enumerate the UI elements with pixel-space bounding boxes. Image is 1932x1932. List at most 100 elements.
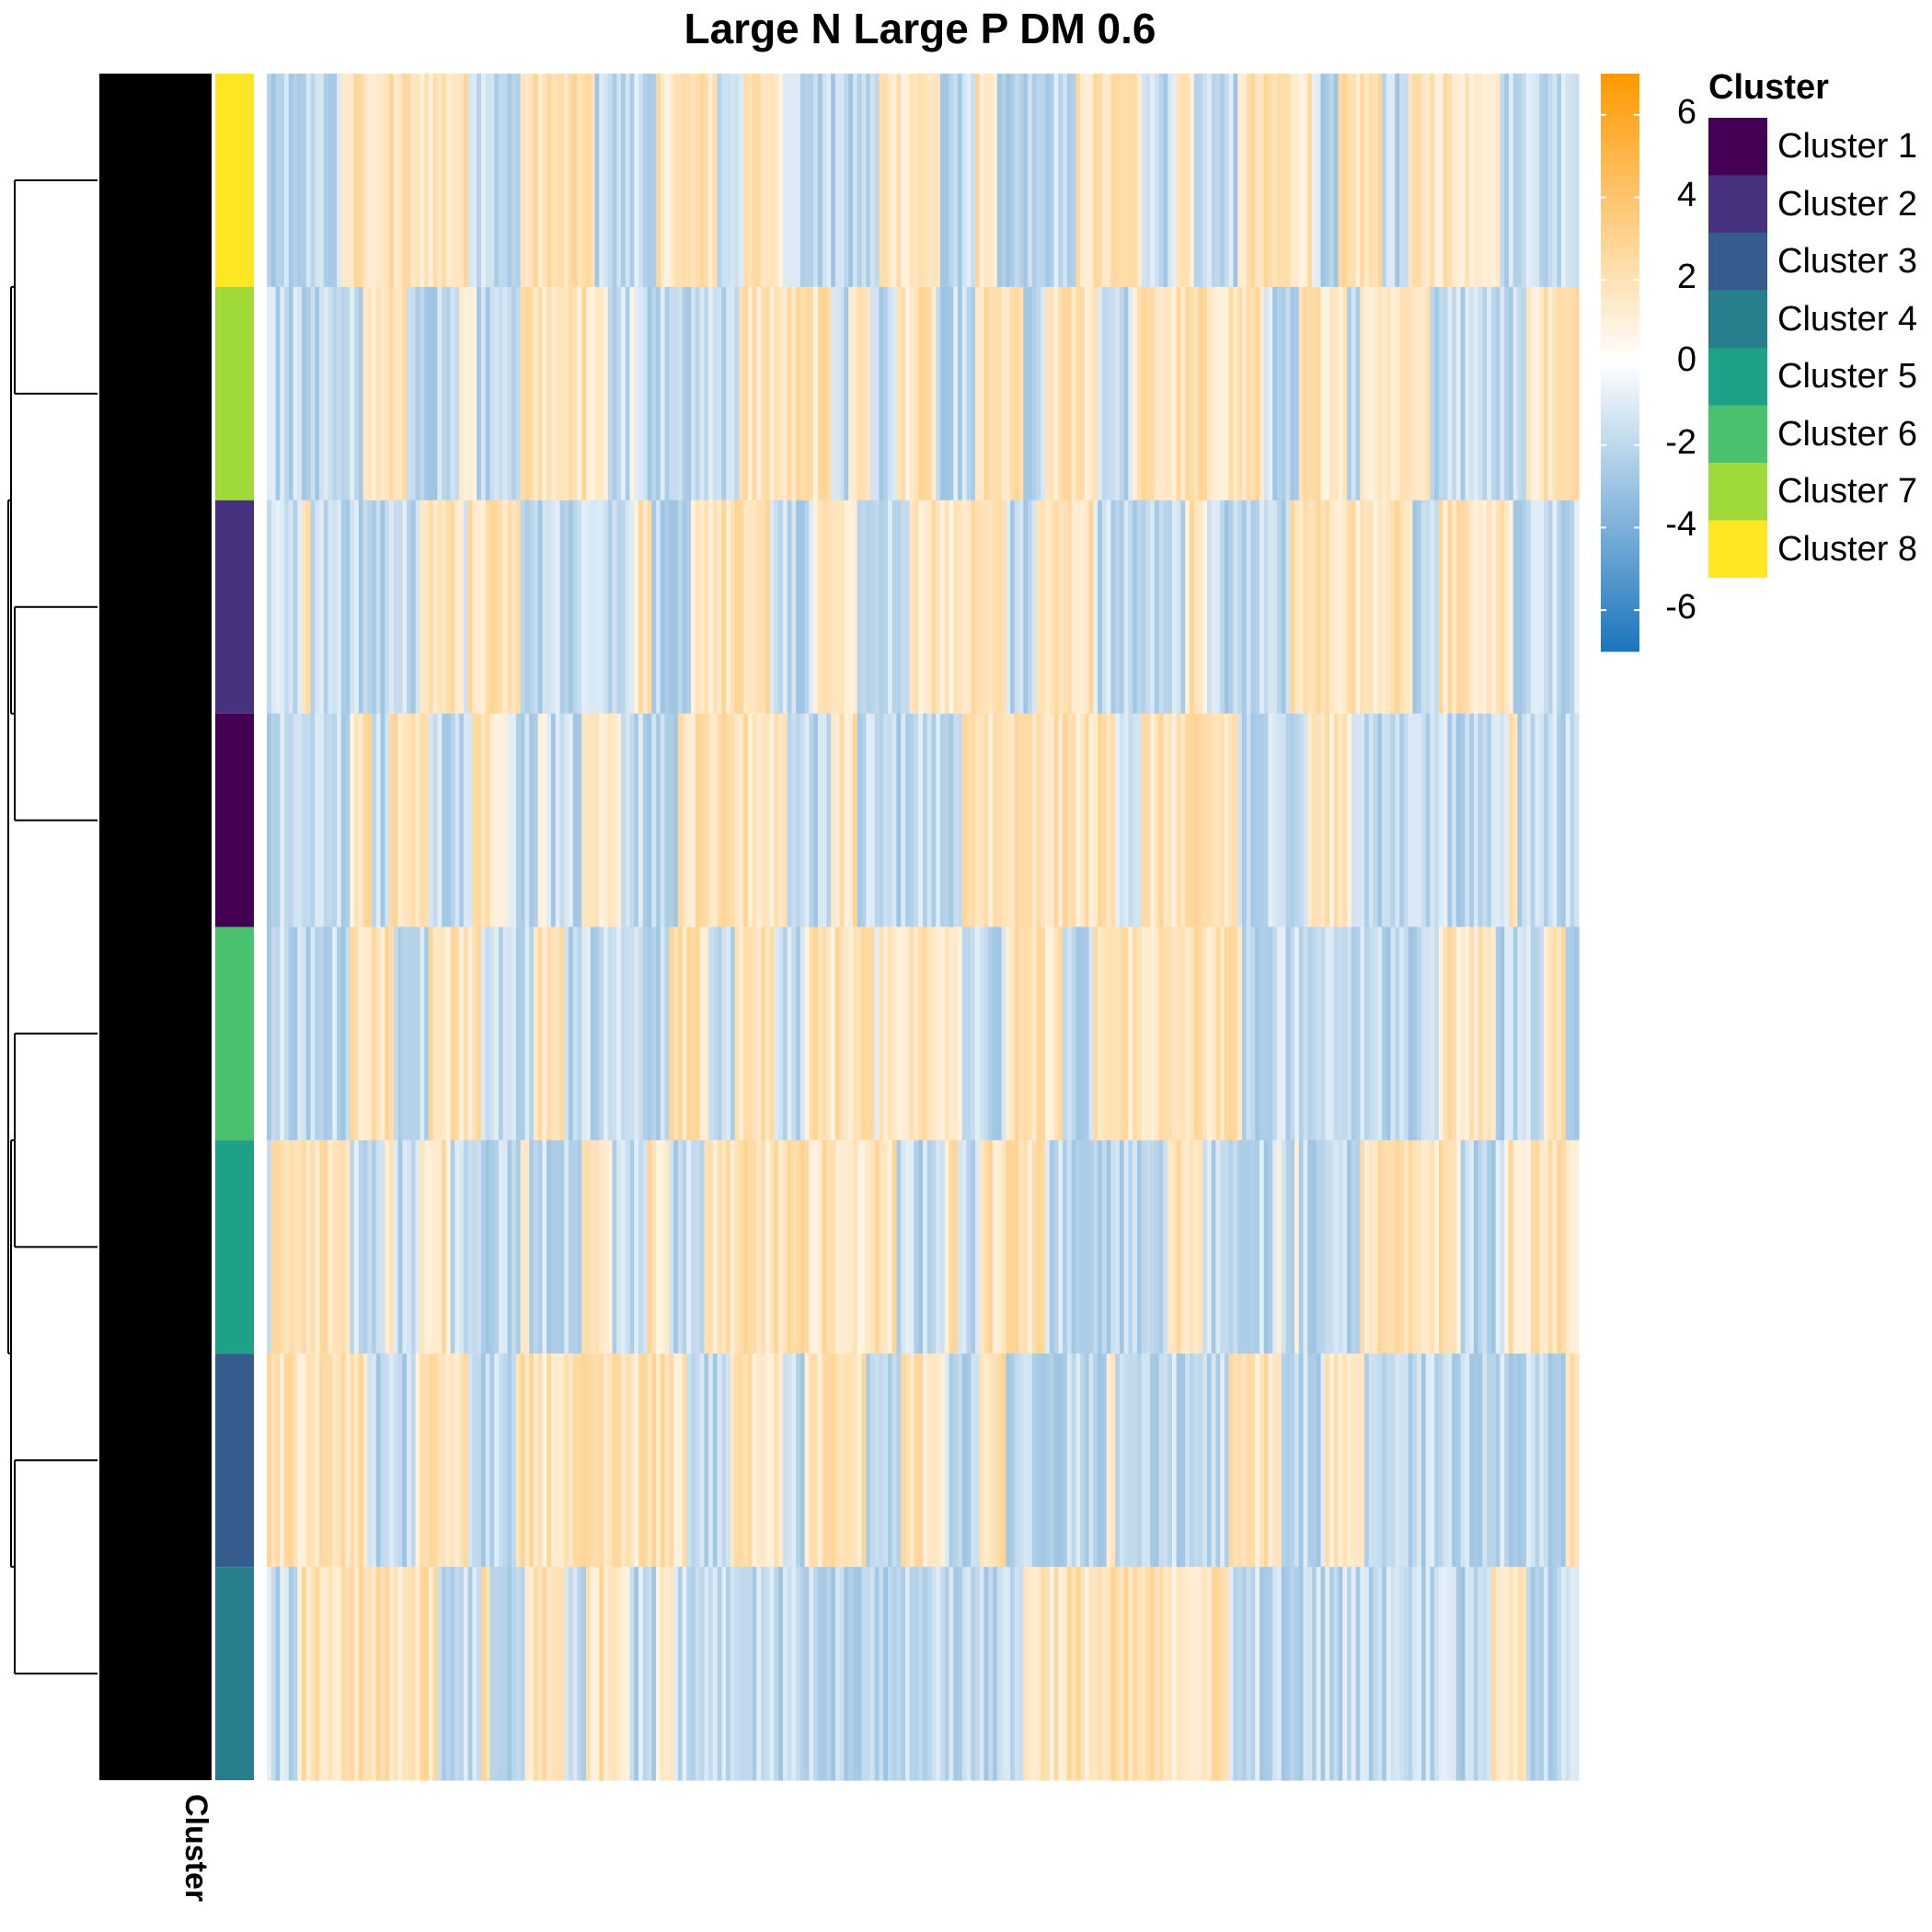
heatmap-cell bbox=[638, 286, 644, 501]
heatmap-cell bbox=[887, 713, 893, 928]
heatmap-cell bbox=[415, 713, 420, 928]
heatmap-cell bbox=[604, 286, 609, 501]
heatmap-cell bbox=[428, 1140, 434, 1354]
heatmap-cell bbox=[1508, 500, 1514, 715]
heatmap-cell bbox=[673, 500, 679, 715]
heatmap-cell bbox=[350, 1567, 355, 1781]
heatmap-cell bbox=[585, 286, 592, 501]
heatmap-cell bbox=[979, 1353, 985, 1568]
heatmap-cell bbox=[564, 74, 569, 288]
heatmap-cell bbox=[1106, 926, 1111, 1141]
heatmap-cell bbox=[782, 500, 788, 715]
heatmap-cell bbox=[625, 1353, 631, 1568]
heatmap-cell bbox=[345, 286, 351, 501]
heatmap-cell bbox=[420, 74, 425, 288]
heatmap-cell bbox=[1133, 1140, 1138, 1354]
heatmap-cell bbox=[1342, 1140, 1348, 1354]
heatmap-cell bbox=[1329, 1140, 1335, 1354]
heatmap-cell bbox=[656, 926, 661, 1141]
heatmap-cell bbox=[564, 926, 569, 1141]
heatmap-cell bbox=[507, 500, 512, 715]
heatmap-cell bbox=[410, 1140, 417, 1354]
heatmap-cell bbox=[1417, 74, 1422, 288]
heatmap-cell bbox=[616, 500, 622, 715]
heatmap-cell bbox=[340, 1140, 347, 1354]
colorbar-step bbox=[1601, 383, 1639, 388]
heatmap-cell bbox=[305, 1140, 312, 1354]
heatmap-cell bbox=[599, 1140, 604, 1354]
heatmap-cell bbox=[879, 1353, 884, 1568]
heatmap-cell bbox=[463, 713, 469, 928]
heatmap-cell bbox=[1185, 1140, 1190, 1354]
colorbar-step bbox=[1601, 436, 1639, 442]
heatmap-cell bbox=[1006, 1140, 1011, 1354]
heatmap-cell bbox=[1386, 713, 1392, 928]
heatmap-cell bbox=[656, 500, 661, 715]
heatmap-cell bbox=[726, 926, 731, 1141]
heatmap-cell bbox=[857, 926, 863, 1141]
heatmap-cell bbox=[1028, 1567, 1033, 1781]
colorbar-step bbox=[1601, 502, 1639, 508]
colorbar-step bbox=[1601, 424, 1639, 430]
heatmap-cell bbox=[642, 926, 649, 1141]
heatmap-cell bbox=[949, 74, 954, 288]
heatmap-cell bbox=[267, 500, 272, 715]
heatmap-cell bbox=[397, 74, 403, 288]
heatmap-cell bbox=[472, 1567, 477, 1781]
heatmap-cell bbox=[393, 1567, 399, 1781]
heatmap-cell bbox=[1176, 1140, 1182, 1354]
colorbar-step bbox=[1601, 177, 1639, 182]
heatmap-cell bbox=[1255, 1353, 1260, 1568]
heatmap-cell bbox=[1006, 74, 1011, 288]
heatmap-cell bbox=[515, 1567, 522, 1781]
heatmap-cell bbox=[869, 1140, 876, 1354]
heatmap-cell bbox=[1045, 500, 1051, 715]
heatmap-cell bbox=[1298, 500, 1305, 715]
heatmap-cell bbox=[874, 713, 880, 928]
heatmap-cell bbox=[891, 713, 898, 928]
heatmap-cell bbox=[677, 1567, 684, 1781]
heatmap-cell bbox=[1189, 500, 1195, 715]
heatmap-cell bbox=[1320, 74, 1326, 288]
heatmap-cell bbox=[1333, 1140, 1340, 1354]
heatmap-cell bbox=[869, 74, 876, 288]
heatmap-cell bbox=[275, 500, 281, 715]
heatmap-cell bbox=[1031, 1567, 1038, 1781]
heatmap-cell bbox=[1093, 1140, 1098, 1354]
heatmap-cell bbox=[923, 1353, 928, 1568]
heatmap-cell bbox=[1452, 286, 1457, 501]
heatmap-cell bbox=[1490, 286, 1497, 501]
heatmap-cell bbox=[1368, 1567, 1374, 1781]
heatmap-cell bbox=[822, 1567, 828, 1781]
heatmap-cell bbox=[1312, 1353, 1317, 1568]
heatmap-cell bbox=[1547, 74, 1554, 288]
colorbar-step bbox=[1601, 544, 1639, 549]
heatmap-cell bbox=[585, 1353, 592, 1568]
heatmap-cell bbox=[1202, 1353, 1208, 1568]
heatmap-cell bbox=[1141, 286, 1147, 501]
heatmap-cell bbox=[1351, 74, 1357, 288]
heatmap-cell bbox=[1049, 713, 1055, 928]
heatmap-cell bbox=[983, 713, 989, 928]
heatmap-cell bbox=[844, 74, 849, 288]
heatmap-cell bbox=[607, 926, 614, 1141]
heatmap-cell bbox=[778, 1353, 784, 1568]
heatmap-cell bbox=[799, 74, 806, 288]
heatmap-cell bbox=[891, 926, 898, 1141]
heatmap-cell bbox=[1045, 286, 1051, 501]
heatmap-cell bbox=[866, 286, 871, 501]
heatmap-cell bbox=[1574, 1140, 1580, 1354]
heatmap-cell bbox=[546, 1353, 552, 1568]
heatmap-cell bbox=[1272, 1353, 1278, 1568]
heatmap-cell bbox=[1530, 1567, 1536, 1781]
heatmap-cell bbox=[1395, 1353, 1400, 1568]
heatmap-cell bbox=[577, 500, 582, 715]
heatmap-cell bbox=[467, 1353, 473, 1568]
heatmap-cell bbox=[1342, 1567, 1348, 1781]
heatmap-cell bbox=[424, 926, 430, 1141]
heatmap-cell bbox=[1237, 713, 1243, 928]
heatmap-cell bbox=[1115, 1567, 1121, 1781]
heatmap-cell bbox=[450, 74, 455, 288]
heatmap-cell bbox=[1045, 74, 1051, 288]
heatmap-cell bbox=[940, 1353, 946, 1568]
